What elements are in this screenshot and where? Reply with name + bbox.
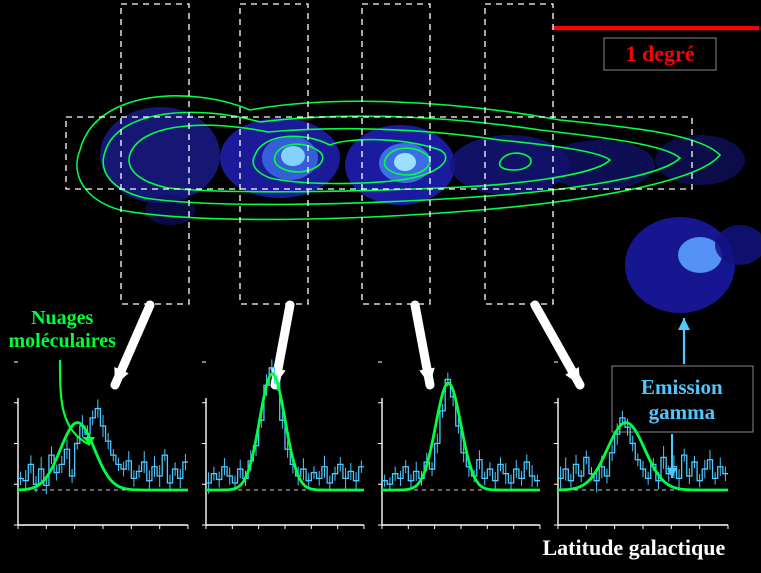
spectrum-panel	[202, 359, 364, 529]
spectrum-panel	[14, 362, 188, 529]
nuages-label: Nuages moléculaires	[9, 307, 116, 353]
main-svg	[0, 0, 761, 573]
scalebar-label: 1 degré	[626, 41, 695, 67]
figure-root: { "canvas": { "w": 761, "h": 573, "bg": …	[0, 0, 761, 573]
xaxis-label: Latitude galactique	[543, 535, 726, 561]
emission-label: Emission gamma	[641, 375, 723, 425]
spectrum-panel	[378, 362, 540, 529]
